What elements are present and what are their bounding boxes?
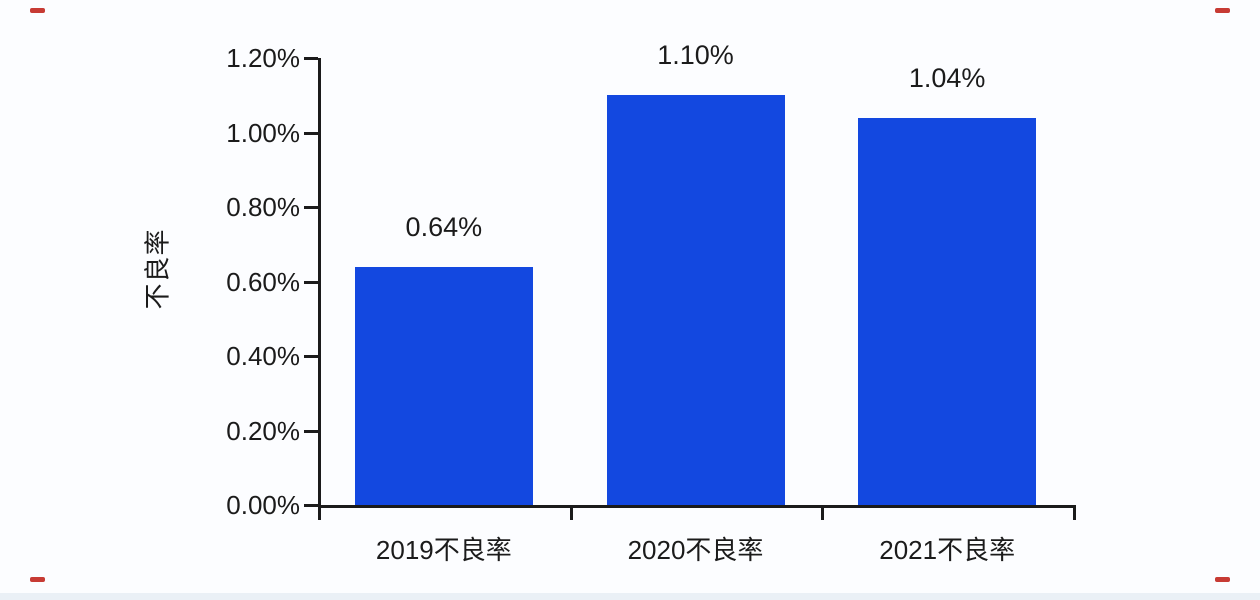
corner-mark-bottom-right (1215, 577, 1230, 582)
x-category-label: 2020不良率 (627, 535, 764, 565)
y-tick-label: 1.20% (226, 43, 300, 73)
y-axis-line (318, 58, 321, 505)
x-tick-mark (1073, 505, 1076, 520)
y-tick-label: 0.60% (226, 266, 300, 297)
bar (606, 95, 785, 505)
bar-value-label: 1.04% (908, 62, 986, 93)
y-tick-mark (304, 504, 318, 507)
y-axis-title: 不良率 (142, 228, 173, 310)
y-tick-label: 0.80% (226, 192, 300, 222)
x-category-label: 2019不良率 (375, 535, 512, 565)
x-tick-mark (318, 505, 321, 520)
y-tick-label: 0.20% (226, 415, 300, 446)
x-axis-line (318, 505, 1076, 508)
y-tick-mark (304, 206, 318, 209)
bar-value-label: 1.10% (657, 40, 734, 71)
bar (858, 117, 1037, 505)
bar (354, 266, 533, 505)
y-tick-mark (304, 355, 318, 358)
corner-mark-bottom-left (30, 577, 45, 582)
y-tick-label: 0.40% (226, 341, 300, 371)
y-tick-mark (304, 429, 318, 433)
bottom-strip (0, 593, 1260, 600)
x-tick-mark (569, 505, 573, 520)
corner-mark-top-right (1215, 8, 1230, 13)
x-category-label: 2021不良率 (879, 535, 1016, 565)
y-tick-label: 0.00% (226, 490, 300, 520)
corner-mark-top-left (30, 8, 45, 13)
y-tick-mark (304, 280, 318, 284)
bar-value-label: 0.64% (405, 211, 483, 242)
y-tick-label: 1.00% (226, 117, 300, 148)
x-tick-mark (821, 505, 825, 520)
y-tick-mark (304, 131, 318, 135)
y-tick-mark (304, 57, 318, 60)
